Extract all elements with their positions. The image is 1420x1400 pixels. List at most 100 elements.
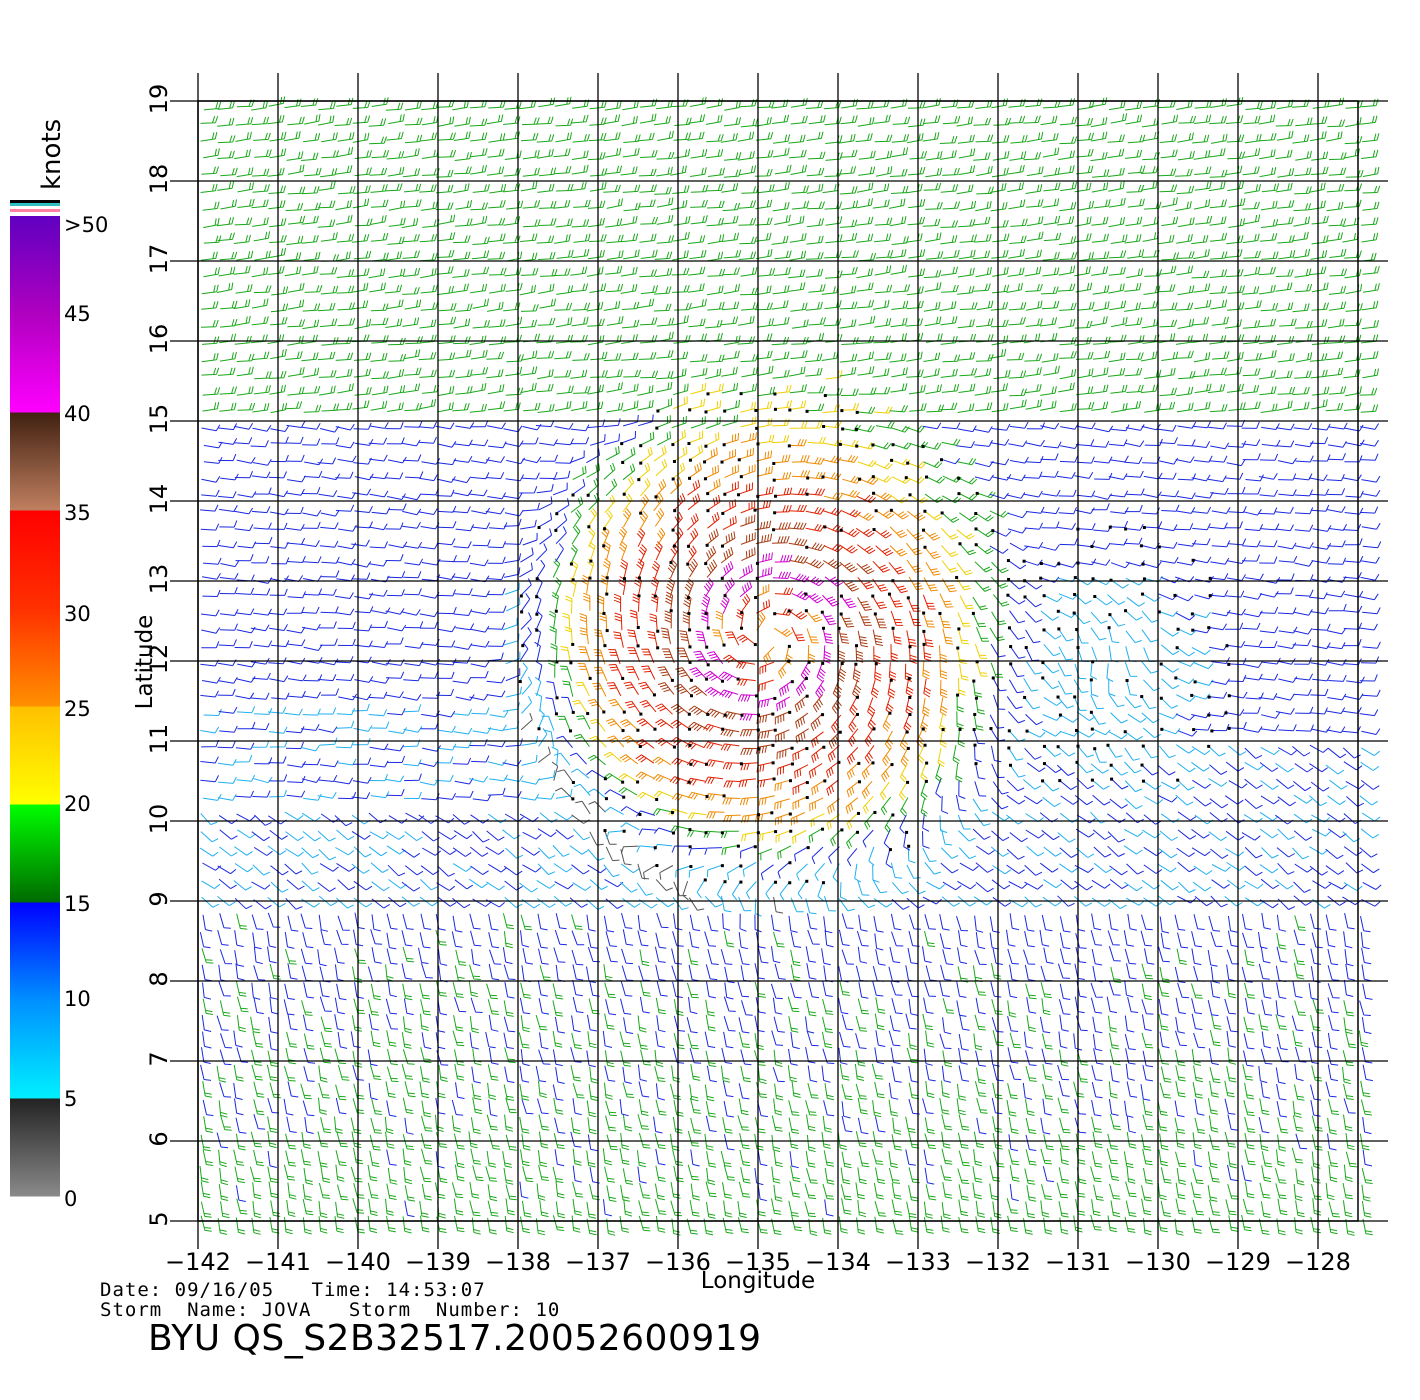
wind-barb <box>1191 646 1211 655</box>
wind-barb <box>520 437 539 445</box>
wind-barb <box>1260 200 1278 211</box>
wind-barb <box>939 402 958 411</box>
wind-barb <box>470 670 489 679</box>
wind-barb <box>773 134 791 144</box>
wind-barb <box>1244 761 1264 771</box>
wind-barb <box>219 949 233 965</box>
wind-barb <box>353 250 372 260</box>
rain-flag <box>1089 710 1093 714</box>
rain-flag <box>804 676 808 680</box>
wind-barb <box>320 232 338 242</box>
wind-barb <box>370 929 383 945</box>
wind-barb <box>1009 1184 1019 1202</box>
wind-barb <box>1177 285 1195 296</box>
wind-barb <box>586 966 596 984</box>
wind-barb <box>418 814 437 824</box>
wind-barb <box>537 148 554 159</box>
wind-barb <box>419 369 437 378</box>
wind-barb <box>1211 879 1230 889</box>
wind-barb <box>236 996 249 1013</box>
rain-flag <box>652 693 656 697</box>
rain-flag <box>971 611 975 615</box>
wind-barb <box>1091 384 1109 394</box>
wind-barb <box>405 812 425 821</box>
wind-barb <box>220 1033 233 1049</box>
wind-barb <box>1125 1181 1137 1198</box>
wind-barb <box>352 561 372 568</box>
wind-barb <box>993 369 1011 380</box>
wind-barb <box>489 283 506 294</box>
wind-barb <box>488 522 508 530</box>
wind-barb <box>200 756 219 764</box>
rain-flag <box>1089 678 1093 682</box>
wind-barb <box>1075 1199 1086 1216</box>
wind-barb <box>1191 746 1211 756</box>
wind-barb <box>234 335 252 345</box>
wind-barb <box>849 696 858 716</box>
wind-barb <box>824 1199 834 1217</box>
wind-barb <box>972 1166 983 1183</box>
wind-barb <box>1308 474 1328 482</box>
wind-barb <box>1342 1200 1353 1218</box>
wind-barb <box>570 1117 581 1135</box>
wind-barb <box>587 384 604 395</box>
wind-barb <box>1024 383 1042 394</box>
wind-barb <box>219 386 238 395</box>
wind-barb <box>287 674 307 682</box>
wind-barb <box>502 913 515 930</box>
wind-barb <box>269 247 287 258</box>
wind-barb <box>989 182 1007 193</box>
wind-barb <box>1259 489 1278 497</box>
wind-barb <box>269 830 288 840</box>
wind-barb <box>852 663 861 683</box>
wind-barb <box>791 590 811 601</box>
wind-barb <box>320 168 338 178</box>
wind-barb <box>1224 1080 1235 1098</box>
rain-flag <box>922 629 926 633</box>
wind-barb <box>1277 1198 1288 1216</box>
wind-barb <box>805 523 825 532</box>
wind-barb <box>1007 182 1024 193</box>
wind-barb <box>973 283 991 292</box>
wind-barb <box>1178 881 1196 893</box>
wind-barb <box>673 446 688 462</box>
wind-barb <box>1328 167 1347 176</box>
wind-barb <box>639 699 657 713</box>
wind-barb <box>420 488 439 496</box>
wind-barb <box>1025 318 1043 327</box>
wind-barb <box>957 285 975 295</box>
wind-barb <box>287 963 298 980</box>
wind-barb <box>251 298 269 309</box>
wind-barb <box>1344 693 1364 700</box>
wind-barb <box>201 367 220 376</box>
wind-barb <box>234 149 251 160</box>
wind-barb <box>1006 696 1023 710</box>
wind-barb <box>321 403 340 412</box>
wind-barb <box>1361 863 1380 874</box>
wind-barb <box>874 663 882 682</box>
wind-barb <box>519 662 528 682</box>
wind-barb <box>690 1149 700 1167</box>
wind-barb <box>837 662 847 683</box>
wind-barb <box>706 134 724 143</box>
wind-barb <box>559 665 572 681</box>
rain-flag <box>857 811 861 815</box>
wind-barb <box>1059 916 1071 933</box>
wind-barb <box>1193 914 1205 930</box>
wind-barb <box>794 846 808 862</box>
wind-barb <box>774 627 793 637</box>
wind-barb <box>1192 1168 1204 1185</box>
wind-barb <box>772 997 783 1015</box>
wind-barb <box>1294 673 1314 681</box>
wind-barb <box>890 264 907 275</box>
wind-barb <box>654 946 666 963</box>
wind-barb <box>590 370 608 378</box>
wind-barb <box>1276 1149 1286 1167</box>
wind-barb <box>756 778 774 788</box>
wind-barb <box>302 1014 314 1032</box>
rain-flag <box>518 680 522 684</box>
wind-barb <box>1059 538 1078 546</box>
wind-barb <box>772 571 792 579</box>
wind-barb <box>722 515 737 531</box>
wind-barb <box>235 790 254 798</box>
